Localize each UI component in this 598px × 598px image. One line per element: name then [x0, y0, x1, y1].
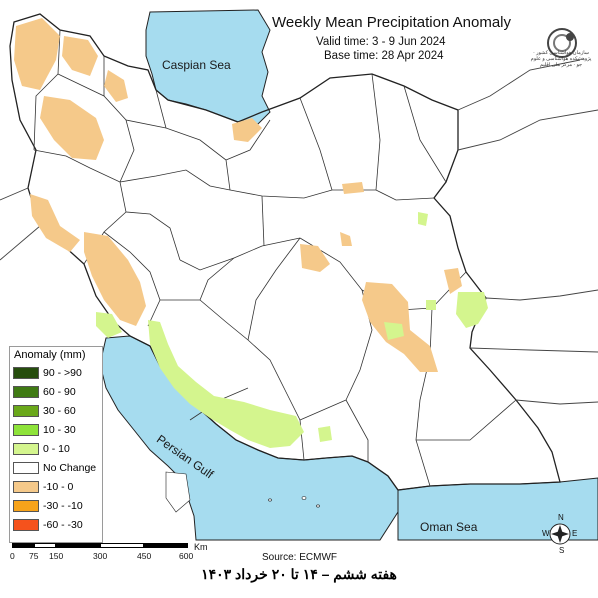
legend-item: 0 - 10 [13, 441, 70, 457]
legend-item: 90 - >90 [13, 365, 82, 381]
legend-label: 0 - 10 [43, 443, 70, 455]
legend-label: 90 - >90 [43, 367, 82, 379]
legend-swatch [13, 367, 39, 379]
persian-caption: هفته ششم – ۱۴ تا ۲۰ خرداد ۱۴۰۳ [201, 566, 397, 582]
legend-label: -10 - 0 [43, 481, 74, 493]
compass-e: E [572, 529, 578, 538]
legend-swatch [13, 424, 39, 436]
logo-text: سازمان هواشناسی کشور · پژوهشکده هواشناسی… [530, 50, 592, 68]
compass-w: W [542, 529, 550, 538]
legend-item: -10 - 0 [13, 479, 73, 495]
legend-item: -60 - -30 [13, 517, 83, 533]
organization-logo-icon [547, 28, 577, 58]
legend-label: -60 - -30 [43, 519, 83, 531]
legend-label: 10 - 30 [43, 424, 76, 436]
legend-swatch [13, 462, 39, 474]
scale-bar: 0 75 150 300 450 600 Km [10, 542, 208, 561]
legend-title: Anomaly (mm) [14, 349, 86, 361]
legend-item: No Change [13, 460, 96, 476]
legend-swatch [13, 386, 39, 398]
scale-label: 600 [179, 551, 194, 561]
scale-unit: Km [194, 542, 208, 552]
legend-swatch [13, 443, 39, 455]
scale-label: 75 [29, 551, 39, 561]
legend-label: -30 - -10 [43, 500, 83, 512]
neighbour-borders [0, 59, 598, 405]
scale-label: 150 [49, 551, 64, 561]
base-time: Base time: 28 Apr 2024 [324, 50, 444, 62]
oman-sea-label: Oman Sea [420, 520, 478, 534]
legend-swatch [13, 519, 39, 531]
gulf-islands [165, 471, 320, 513]
scale-label: 0 [10, 551, 15, 561]
map-title: Weekly Mean Precipitation Anomaly [272, 14, 512, 31]
legend-swatch [13, 500, 39, 512]
legend-label: 30 - 60 [43, 405, 76, 417]
legend-label: 60 - 90 [43, 386, 76, 398]
legend-label: No Change [43, 462, 97, 474]
legend-item: 30 - 60 [13, 403, 76, 419]
scale-label: 450 [137, 551, 152, 561]
legend-swatch [13, 405, 39, 417]
valid-time: Valid time: 3 - 9 Jun 2024 [316, 36, 446, 48]
legend-swatch [13, 481, 39, 493]
scale-label: 300 [93, 551, 108, 561]
caspian-sea-label: Caspian Sea [162, 58, 231, 72]
legend-item: 60 - 90 [13, 384, 76, 400]
data-source: Source: ECMWF [262, 552, 338, 563]
compass-n: N [558, 513, 564, 522]
legend-item: 10 - 30 [13, 422, 76, 438]
wet-anomaly-patches [96, 212, 488, 448]
legend-item: -30 - -10 [13, 498, 83, 514]
compass-s: S [559, 546, 565, 555]
compass-rose [549, 523, 571, 545]
legend: Anomaly (mm) 90 - >90 60 - 90 30 - 60 10 - … [9, 346, 103, 543]
